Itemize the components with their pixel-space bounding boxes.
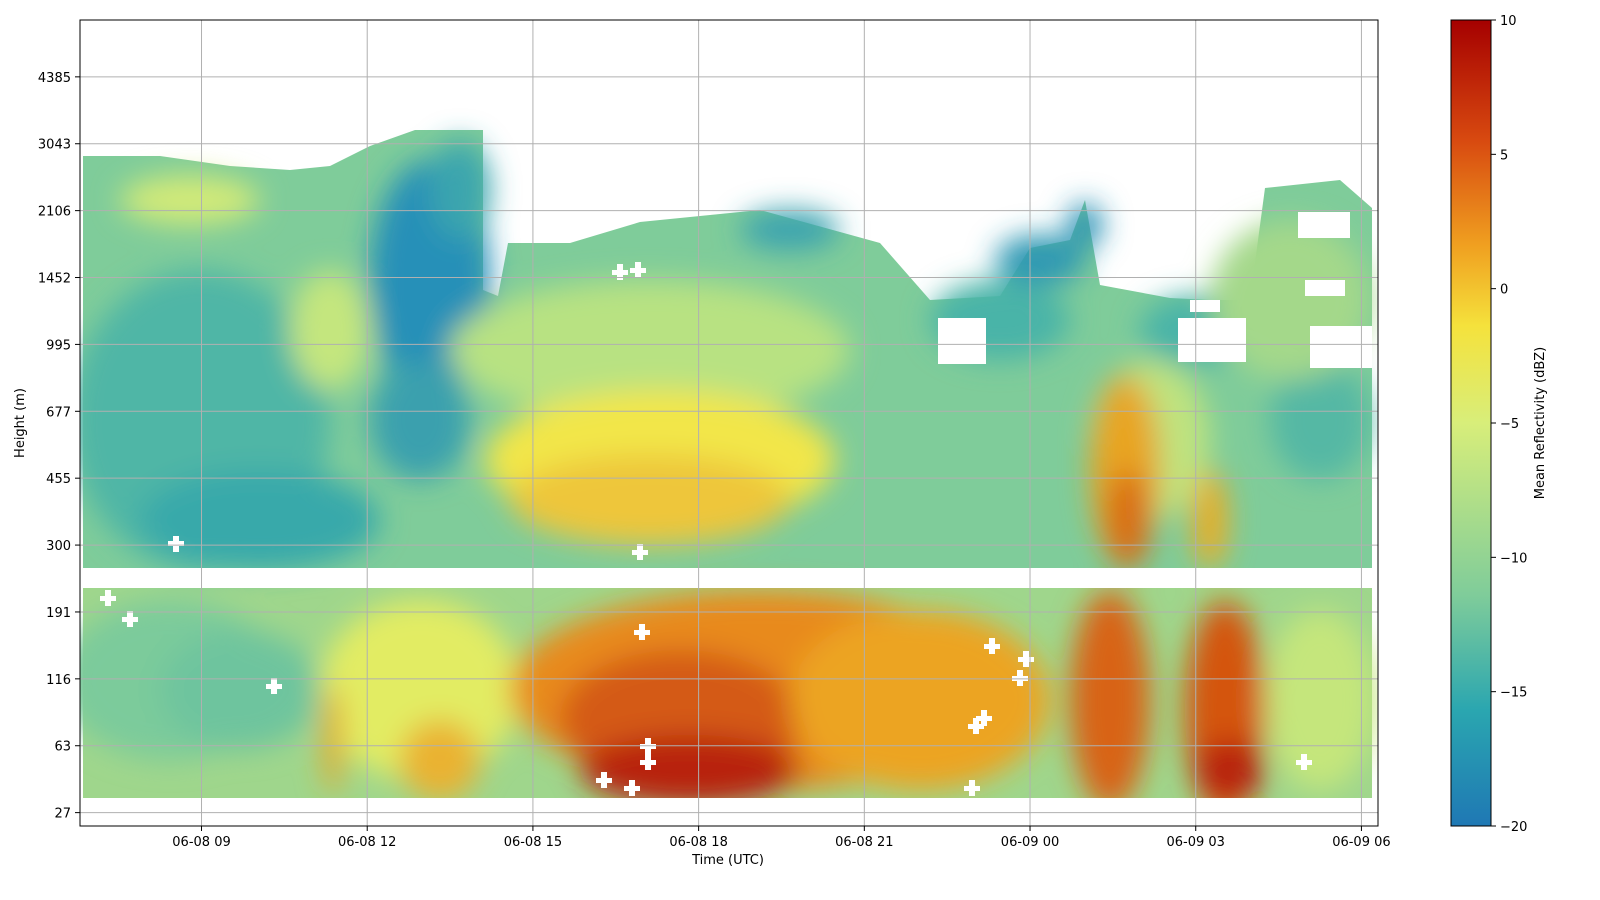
colorbar: 10 5 0 −5 −10 −15 −20 Mean Reflectivity (dBZ) <box>1450 14 1548 835</box>
y-tick-label: 2106 <box>38 205 71 220</box>
colorbar-ticks: 10 5 0 −5 −10 −15 −20 <box>1491 14 1527 835</box>
gridlines <box>80 20 1378 826</box>
y-tick-label: 1452 <box>38 272 71 287</box>
x-tick-label: 06-08 18 <box>669 835 727 850</box>
x-tick-label: 06-09 06 <box>1332 835 1390 850</box>
y-tick-label: 63 <box>54 740 71 755</box>
x-tick-label: 06-08 09 <box>172 835 230 850</box>
x-tick-label: 06-09 00 <box>1001 835 1059 850</box>
colorbar-tick-label: −20 <box>1500 820 1527 835</box>
x-axis-ticks: 06-08 09 06-08 12 06-08 15 06-08 18 06-08 21… <box>172 826 1391 850</box>
x-axis-label: Time (UTC) <box>691 853 764 868</box>
y-axis-ticks: 27 63 116 191 300 455 677 995 1452 2106 3043 4385 <box>38 71 80 822</box>
y-tick-label: 27 <box>54 807 71 822</box>
colorbar-tick-label: −10 <box>1500 551 1527 566</box>
colorbar-tick-label: −15 <box>1500 686 1527 701</box>
gap-band <box>80 568 1378 588</box>
x-tick-label: 06-08 12 <box>338 835 396 850</box>
x-tick-label: 06-08 15 <box>504 835 562 850</box>
y-tick-label: 995 <box>46 338 71 353</box>
y-tick-label: 300 <box>46 539 71 554</box>
y-tick-label: 3043 <box>38 138 71 153</box>
plot-frame <box>79 19 1379 827</box>
colorbar-tick-label: 5 <box>1500 148 1508 163</box>
y-tick-label: 191 <box>46 606 71 621</box>
y-axis-label: Height (m) <box>13 388 28 458</box>
colorbar-tick-label: 10 <box>1500 14 1517 29</box>
reflectivity-field <box>80 130 1378 826</box>
y-tick-label: 677 <box>46 405 71 420</box>
y-tick-label: 116 <box>46 673 71 688</box>
colorbar-tick-label: −5 <box>1500 417 1519 432</box>
colorbar-tick-label: 0 <box>1500 283 1508 298</box>
x-tick-label: 06-08 21 <box>835 835 893 850</box>
x-tick-label: 06-09 03 <box>1167 835 1225 850</box>
colorbar-gradient <box>1450 19 1492 827</box>
y-tick-label: 4385 <box>38 71 71 86</box>
speckles <box>100 262 1312 796</box>
colorbar-label: Mean Reflectivity (dBZ) <box>1533 347 1548 500</box>
y-tick-label: 455 <box>46 472 71 487</box>
